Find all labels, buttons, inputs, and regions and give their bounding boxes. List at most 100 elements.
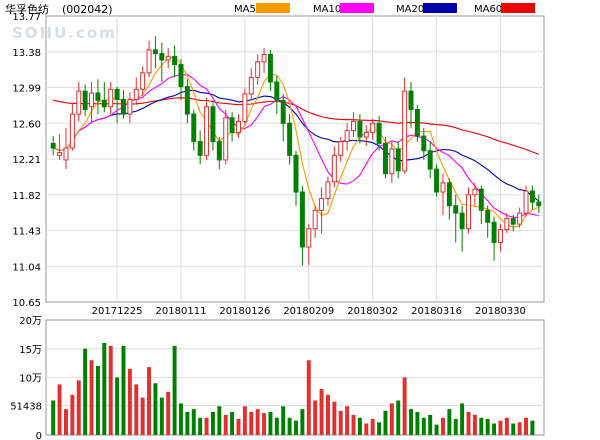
candle	[414, 104, 420, 142]
candle	[325, 176, 331, 206]
candle	[472, 182, 478, 206]
candle	[504, 213, 510, 234]
volume-bar	[198, 417, 203, 435]
volume-bar	[306, 360, 311, 435]
candle	[159, 42, 165, 82]
candle-body-up	[402, 90, 408, 172]
candle	[216, 137, 222, 170]
candle	[280, 93, 286, 142]
candle-body-down	[280, 99, 286, 124]
volume-bar	[102, 343, 107, 435]
candle-body-up	[370, 122, 376, 133]
candle-body-up	[63, 147, 69, 161]
candle	[108, 82, 114, 115]
candle-body-up	[242, 93, 248, 122]
price-tick-label: 13.38	[12, 48, 41, 59]
candle-body-down	[491, 221, 497, 243]
volume-bar	[524, 417, 529, 435]
volume-bar	[108, 345, 113, 435]
candle	[197, 130, 203, 165]
date-tick-label: 20180302	[347, 306, 398, 317]
candle	[389, 141, 395, 183]
candle	[453, 194, 459, 243]
price-tick-label: 11.43	[12, 227, 41, 238]
candle-body-up	[223, 117, 229, 161]
volume-bar	[274, 417, 279, 435]
candle	[466, 187, 472, 234]
candle-body-up	[325, 181, 331, 199]
stock-code: (002042)	[62, 3, 113, 16]
candle	[178, 59, 184, 101]
volume-bar	[453, 418, 458, 435]
volume-bar	[287, 417, 292, 435]
volume-bar	[338, 410, 343, 435]
date-tick-label: 20171225	[92, 306, 143, 317]
candle-body-down	[414, 109, 420, 137]
volume-bar	[281, 406, 286, 435]
candle	[184, 79, 190, 124]
candle-body-down	[382, 142, 388, 175]
candle	[146, 40, 152, 78]
candle	[293, 150, 299, 206]
volume-bar	[70, 394, 75, 435]
date-tick-label: 20180126	[219, 306, 270, 317]
candle	[427, 141, 433, 179]
volume-bar	[217, 406, 222, 435]
volume-bar	[179, 403, 183, 435]
candle	[376, 115, 382, 151]
candle-body-up	[146, 49, 152, 74]
volume-bar	[377, 422, 382, 435]
sohu-watermark: SOHU.com	[12, 24, 117, 42]
header: 华孚色纺 (002042) MA5 MA10 MA20 MA60	[5, 2, 535, 16]
volume-panel: 20万 15万 10万 51438 0	[10, 316, 545, 440]
candle	[172, 45, 178, 78]
candle	[127, 92, 133, 124]
volume-bar	[370, 418, 375, 435]
candle-body-down	[216, 141, 222, 161]
volume-bar	[351, 414, 356, 435]
candle	[57, 134, 63, 160]
candle-body-up	[351, 120, 356, 132]
candle	[165, 48, 171, 69]
candle-body-up	[363, 131, 369, 138]
candle-body-down	[427, 150, 433, 170]
ma20-line	[53, 89, 540, 202]
candle-body-down	[210, 106, 216, 143]
candle-body-down	[114, 88, 120, 100]
candle-body-up	[248, 76, 254, 95]
volume-tick-label: 0	[36, 431, 42, 440]
candle-body-down	[267, 54, 273, 83]
legend-swatch-ma60	[501, 3, 535, 13]
volume-bar	[300, 409, 305, 435]
candle	[95, 79, 101, 115]
candle	[133, 77, 139, 105]
candle-body-up	[69, 113, 75, 149]
volume-bar	[319, 389, 324, 435]
candle	[459, 205, 465, 252]
candle-body-up	[472, 188, 478, 196]
volume-bar	[447, 409, 452, 435]
candle-body-down	[101, 99, 107, 108]
candle	[204, 97, 210, 160]
candle-body-down	[376, 122, 382, 144]
candle-body-up	[466, 194, 472, 230]
date-axis: 20171225 20180111 20180126 20180209 20180302…	[92, 306, 526, 317]
candle-body-down	[478, 188, 484, 211]
volume-bar	[345, 406, 350, 435]
candle-body-down	[529, 190, 535, 203]
volume-bar	[434, 424, 439, 435]
candle	[76, 82, 82, 122]
candle	[319, 187, 325, 234]
price-tick-label: 12.21	[12, 155, 41, 166]
volume-bar	[230, 412, 235, 435]
candle-body-down	[536, 201, 542, 207]
candle	[370, 118, 376, 140]
volume-bar	[325, 394, 330, 435]
candle	[510, 214, 516, 232]
volume-bar	[127, 368, 132, 435]
volume-tick-label: 15万	[19, 345, 42, 356]
candle	[529, 185, 535, 210]
volume-bar	[210, 412, 215, 435]
